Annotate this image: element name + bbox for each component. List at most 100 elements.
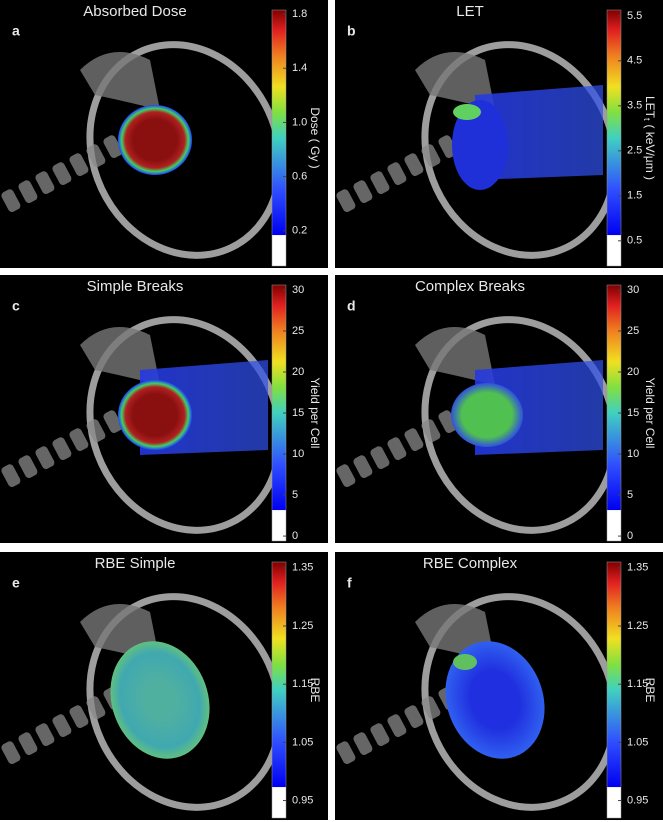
vertebra <box>1 189 21 213</box>
colorbar-tick-label: 15 <box>292 407 304 419</box>
panel-title: LET <box>456 3 484 20</box>
colorbar-tick-label: 1.05 <box>292 736 313 748</box>
vertebra <box>421 144 441 168</box>
colorbar-tick-label: 25 <box>627 325 639 337</box>
colorbar-label-text: Yield per Cell <box>308 378 322 449</box>
vertebra <box>103 135 123 159</box>
colorbar-tick-label: 1.25 <box>627 620 648 632</box>
panel-letter: e <box>12 575 20 591</box>
colorbar-tick-label: 2.5 <box>627 145 642 157</box>
skull <box>86 41 284 259</box>
colorbar-tick-label: 1.35 <box>627 562 648 574</box>
colorbar-label-text: LET <box>643 96 657 119</box>
vertebra <box>387 714 407 738</box>
colorbar <box>271 9 287 267</box>
colorbar-label-text: Yield per Cell <box>643 378 657 449</box>
dose-region <box>445 641 545 759</box>
vertebra <box>52 162 72 186</box>
skull <box>421 41 619 259</box>
panel-title: Simple Breaks <box>87 278 184 295</box>
vertebra <box>421 696 441 720</box>
vertebra <box>404 705 424 729</box>
skull-base <box>80 52 160 110</box>
dose-region <box>118 380 192 450</box>
vertebra <box>18 732 38 756</box>
colorbar-tick-label: 20 <box>292 366 304 378</box>
vertebra <box>336 741 356 765</box>
panel-title: Absorbed Dose <box>83 3 186 20</box>
vertebra <box>1 741 21 765</box>
vertebra <box>370 171 390 195</box>
let-hotspot <box>453 104 481 120</box>
dose-region <box>118 105 192 175</box>
panel-title: RBE Simple <box>95 555 176 572</box>
vertebra <box>86 419 106 443</box>
vertebra <box>86 696 106 720</box>
colorbar-tick-label: 1.4 <box>292 62 307 74</box>
colorbar-tick-label: 0 <box>292 530 298 542</box>
vertebra <box>69 705 89 729</box>
vertebra <box>353 732 373 756</box>
panel-letter: c <box>12 298 20 314</box>
skull <box>421 316 619 534</box>
colorbar-tick-label: 25 <box>292 325 304 337</box>
colorbar-label: RBE <box>308 678 322 703</box>
skull <box>86 316 284 534</box>
colorbar-tick-label: 0.95 <box>292 794 313 806</box>
dose-region <box>452 100 508 190</box>
colorbar-tick-label: 10 <box>627 448 639 460</box>
vertebra <box>404 153 424 177</box>
vertebra <box>18 180 38 204</box>
colorbar-label: Yield per Cell <box>308 378 322 449</box>
vertebra <box>387 162 407 186</box>
colorbar-tick-label: 30 <box>292 284 304 296</box>
skull <box>421 593 619 811</box>
colorbar-tick-label: 1.15 <box>627 678 648 690</box>
dose-region <box>451 383 523 447</box>
colorbar-tick-label: 20 <box>627 366 639 378</box>
vertebra <box>404 428 424 452</box>
colorbar-tick-label: 0.2 <box>292 225 307 237</box>
vertebra <box>18 455 38 479</box>
vertebra <box>35 446 55 470</box>
colorbar-label-text: RBE <box>643 678 657 703</box>
panel-title: RBE Complex <box>423 555 518 572</box>
vertebra <box>86 144 106 168</box>
vertebra <box>370 446 390 470</box>
panel: Complex Breaks d 0 5 10 15 20 25 30 Yield per Cel… <box>335 275 663 543</box>
colorbar-tick-label: 0 <box>627 530 633 542</box>
panel-letter: d <box>347 298 356 314</box>
colorbar-tick-label: 1.8 <box>292 8 307 20</box>
vertebra <box>52 714 72 738</box>
colorbar-tick-label: 1.0 <box>292 116 307 128</box>
colorbar-tick-label: 5 <box>292 489 298 501</box>
colorbar-label: Dose ( Gy ) <box>308 107 322 168</box>
vertebra <box>438 410 458 434</box>
vertebra <box>336 464 356 488</box>
colorbar-tick-label: 1.05 <box>627 736 648 748</box>
colorbar-label-text: RBE <box>308 678 322 703</box>
colorbar-tick-label: 5.5 <box>627 10 642 22</box>
vertebra <box>35 723 55 747</box>
colorbar-label-unit: ( keV/µm ) <box>643 124 657 180</box>
vertebra <box>421 419 441 443</box>
colorbar-tick-label: 1.15 <box>292 678 313 690</box>
dose-region <box>110 641 210 759</box>
panel-letter: a <box>12 23 20 39</box>
colorbar-label: Yield per Cell <box>643 378 657 449</box>
colorbar <box>606 561 622 819</box>
let-hotspot <box>453 654 477 670</box>
colorbar-tick-label: 0.6 <box>292 171 307 183</box>
colorbar-tick-label: 4.5 <box>627 55 642 67</box>
vertebra <box>1 464 21 488</box>
panel: RBE Simple e 0.95 1.05 1.15 1.25 1.35 RBE <box>0 552 328 820</box>
colorbar-tick-label: 10 <box>292 448 304 460</box>
vertebra <box>69 428 89 452</box>
colorbar-label-subscript: t <box>642 118 652 121</box>
colorbar-tick-label: 3.5 <box>627 100 642 112</box>
panel: Simple Breaks c 0 5 10 15 20 25 30 Yield per Cell <box>0 275 328 543</box>
vertebra <box>387 437 407 461</box>
vertebra <box>35 171 55 195</box>
